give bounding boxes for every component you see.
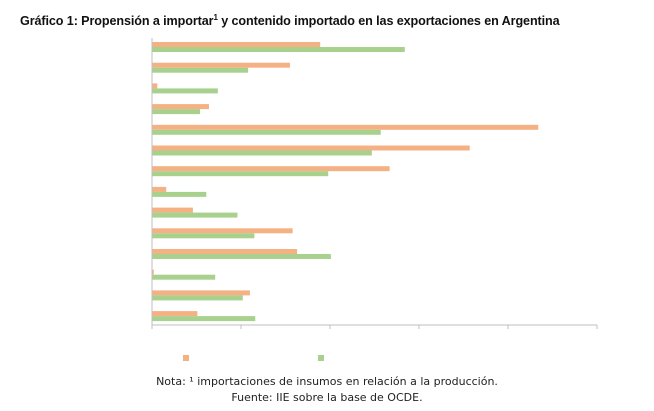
bar-series2 [152,254,331,259]
bar-series1 [152,228,293,234]
bar-series2 [152,316,256,322]
bar-series1 [152,269,154,275]
bar-series1 [152,145,470,151]
bar-series1 [152,83,158,89]
title-rest: y contenido importado en las exportacion… [217,14,560,29]
bar-series2 [152,47,405,52]
bar-series1 [152,311,198,317]
bar-series1 [152,186,167,192]
bar-series2 [152,150,372,156]
bar-series2 [152,212,238,218]
legend-swatch-series1 [183,355,189,361]
bar-series1 [152,124,539,130]
bar-series2 [152,233,255,239]
bar-series2 [152,88,218,94]
bar-series2 [152,171,329,177]
title-superscript: 1 [213,13,218,22]
chart-source: Fuente: IIE sobre la base de OCDE. [231,391,423,404]
bar-series1 [152,166,390,172]
bar-series2 [152,191,207,197]
title-main: Gráfico 1: Propensión a importar [20,14,214,29]
legend-swatch-series2 [318,355,324,361]
bar-series2 [152,129,381,135]
bar-series1 [152,207,193,213]
bar-series2 [152,67,249,73]
chart-title: Gráfico 1: Propensión a importar1 y cont… [20,13,640,28]
bar-series1 [152,42,321,47]
bar-series2 [152,274,216,280]
chart-note: Nota: ¹ importaciones de insumos en rela… [156,375,498,388]
bar-series1 [152,290,250,296]
bar-series1 [152,62,290,68]
bar-series1 [152,249,298,254]
bar-series1 [152,104,209,110]
bar-series2 [152,109,201,115]
bar-series2 [152,295,243,301]
